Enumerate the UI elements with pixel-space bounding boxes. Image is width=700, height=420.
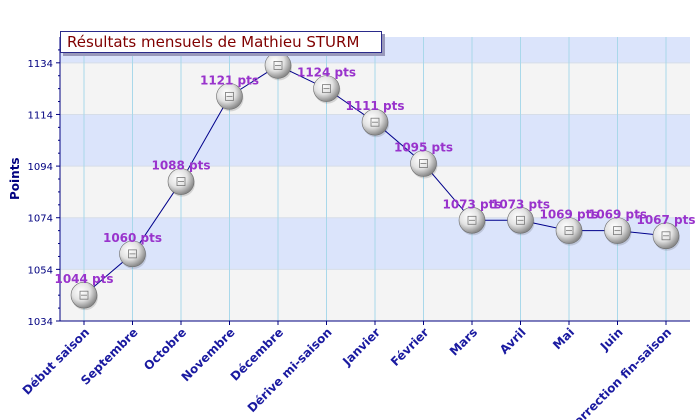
data-label: 1073 pts (442, 197, 501, 211)
x-tick-label: Juin (597, 325, 626, 354)
marker-emblem (225, 91, 234, 101)
y-tick-label: 1034 (28, 317, 53, 328)
data-point-marker (70, 281, 98, 311)
y-axis-label: Points (8, 157, 22, 200)
marker-emblem (370, 117, 380, 127)
data-point-marker (652, 222, 680, 251)
data-point-marker (313, 75, 341, 104)
data-label: 1111 pts (345, 99, 404, 113)
x-tick-label: Janvier (339, 325, 383, 369)
data-point-marker (264, 52, 292, 81)
marker-emblem (419, 159, 428, 168)
data-point-marker (555, 217, 583, 246)
chart-title: Résultats mensuels de Mathieu STURM (67, 33, 360, 51)
x-tick-label: Mai (550, 325, 577, 352)
y-tick-label: 1134 (28, 59, 53, 70)
data-label: 1069 pts (588, 208, 647, 222)
marker-emblem (79, 290, 89, 300)
y-tick-label: 1074 (28, 214, 53, 225)
marker-emblem (613, 226, 622, 236)
y-tick-label: 1114 (28, 110, 53, 121)
data-label: 1088 pts (151, 159, 210, 173)
marker-emblem (564, 226, 574, 236)
x-tick-label: Février (388, 325, 432, 369)
data-point-marker (167, 168, 195, 197)
x-tick-label: Avril (497, 325, 529, 357)
marker-emblem (661, 231, 671, 241)
data-point-marker (216, 83, 244, 112)
marker-emblem (516, 215, 525, 225)
marker-emblem (467, 215, 477, 225)
data-point-marker (458, 207, 486, 236)
data-point-marker (507, 207, 535, 236)
x-tick-label: Dérive mi-saison (245, 325, 335, 415)
marker-emblem (176, 177, 186, 186)
x-tick-label: Début saison (20, 325, 92, 397)
data-label: 1121 pts (200, 73, 259, 87)
data-label: 1095 pts (394, 141, 453, 155)
data-label: 1067 pts (636, 213, 695, 227)
marker-emblem (273, 61, 283, 70)
data-point-marker (410, 150, 438, 179)
data-label: 1073 pts (491, 197, 550, 211)
data-label: 1069 pts (539, 208, 598, 222)
data-point-marker (361, 108, 389, 138)
marker-emblem (322, 84, 331, 94)
y-tick-label: 1054 (28, 265, 53, 276)
chart-title-box: Résultats mensuels de Mathieu STURM (60, 31, 382, 53)
x-tick-label: Octobre (141, 325, 189, 373)
data-point-marker (119, 240, 147, 269)
x-tick-label: Mars (447, 325, 480, 358)
data-point-marker (604, 217, 632, 246)
data-label: 1060 pts (103, 231, 162, 245)
y-tick-label: 1094 (28, 162, 53, 173)
data-label: 1044 pts (54, 272, 113, 286)
data-label: 1124 pts (297, 66, 356, 80)
marker-emblem (128, 249, 137, 259)
